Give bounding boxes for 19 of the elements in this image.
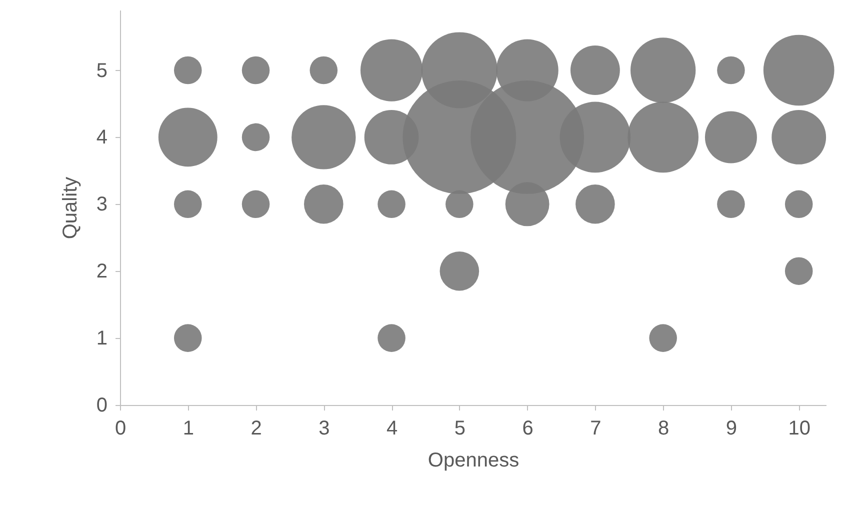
y-tick-label: 2 xyxy=(96,260,108,283)
x-tick-label: 1 xyxy=(182,418,194,440)
x-tick-label: 10 xyxy=(788,418,810,440)
y-tick-label: 4 xyxy=(96,126,108,149)
x-axis-title: Openness xyxy=(428,450,520,472)
y-tick-label: 3 xyxy=(96,194,108,216)
x-tick-label: 4 xyxy=(386,418,398,440)
y-axis-title: Quality xyxy=(59,176,82,240)
x-tick-label: 2 xyxy=(250,418,262,440)
y-tick-label: 1 xyxy=(96,328,108,350)
y-tick-label: 5 xyxy=(96,60,108,82)
x-tick-label: 8 xyxy=(658,418,670,440)
y-tick-label: 0 xyxy=(96,394,108,416)
x-tick-label: 0 xyxy=(114,418,126,440)
x-tick-label: 9 xyxy=(726,418,738,440)
x-tick-label: 7 xyxy=(590,418,602,440)
x-tick-label: 3 xyxy=(318,418,330,440)
x-tick-label: 6 xyxy=(522,418,534,440)
x-tick-label: 5 xyxy=(454,418,466,440)
